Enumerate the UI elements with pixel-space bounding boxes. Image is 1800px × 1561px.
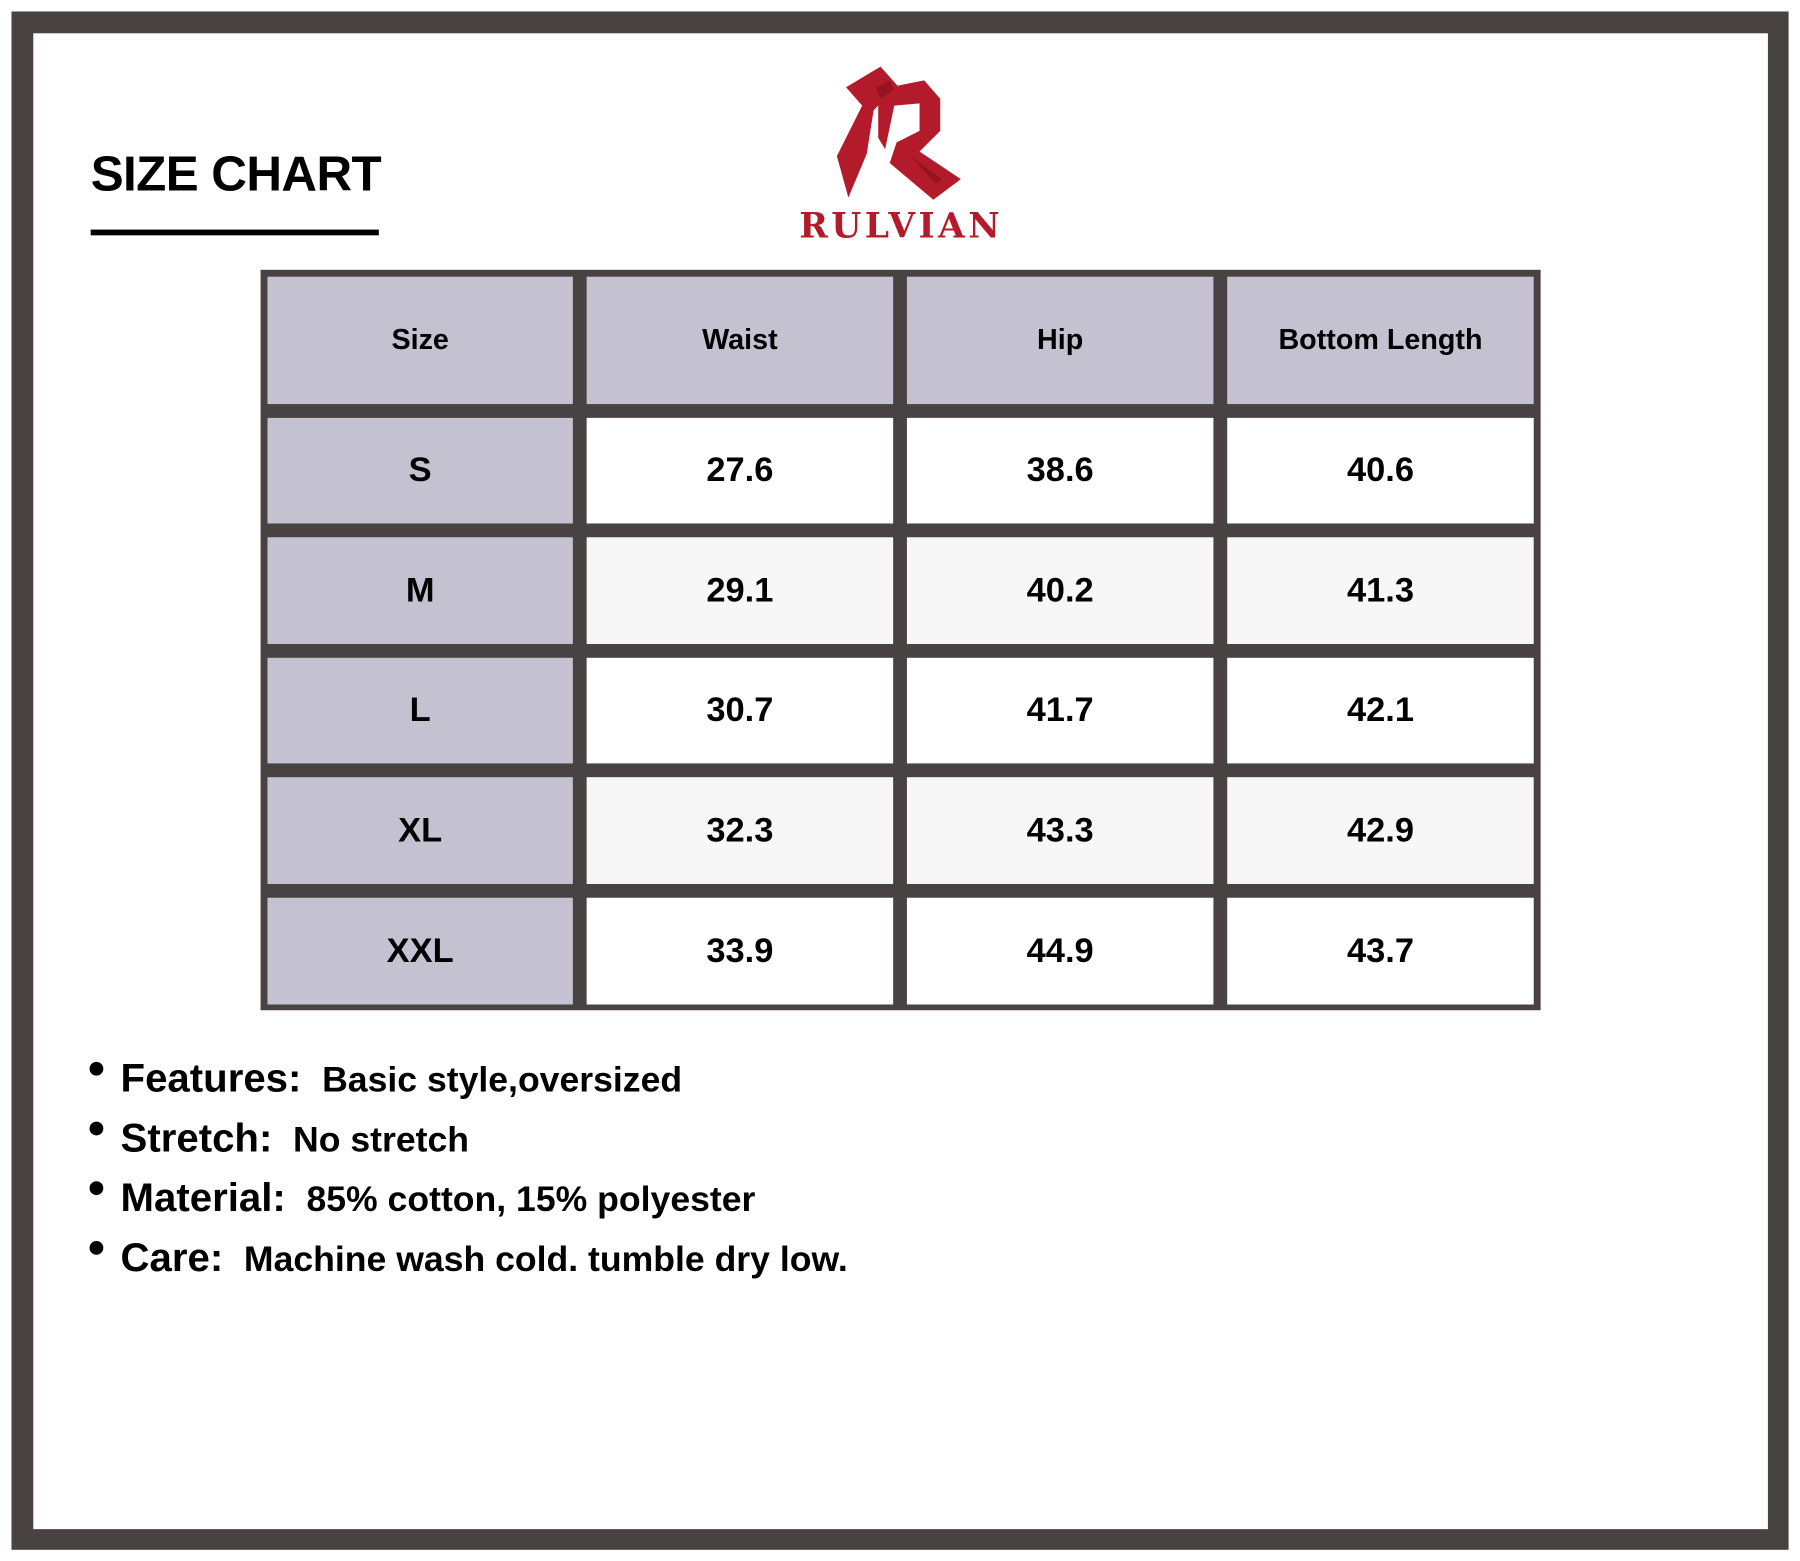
cell-waist: 32.3 <box>586 777 894 884</box>
cell-size: XXL <box>267 897 573 1005</box>
cell-size: S <box>267 417 573 524</box>
cell-bottom-length: 42.9 <box>1227 777 1534 884</box>
cell-bottom-length: 43.7 <box>1227 897 1534 1005</box>
cell-hip: 43.3 <box>906 777 1214 884</box>
cell-waist: 29.1 <box>586 537 894 645</box>
note-item: Stretch: No stretch <box>89 1115 848 1176</box>
brand-name: RULVIAN <box>799 206 1004 247</box>
note-value: 85% cotton, 15% polyester <box>306 1178 756 1220</box>
cell-waist: 30.7 <box>586 657 894 764</box>
cell-hip: 44.9 <box>906 897 1214 1005</box>
r-logo-icon <box>836 66 961 200</box>
cell-size: M <box>267 537 573 645</box>
header-bottom-length: Bottom Length <box>1227 276 1534 405</box>
bullet-icon <box>89 1061 104 1076</box>
note-label: Care: <box>120 1235 224 1281</box>
note-label: Material: <box>120 1175 286 1221</box>
size-table: Size Waist Hip Bottom Length S 27.6 38.6 40… <box>260 269 1541 1011</box>
cell-hip: 40.2 <box>906 537 1214 645</box>
cell-size: L <box>267 657 573 764</box>
note-item: Material: 85% cotton, 15% polyester <box>89 1175 848 1236</box>
page-title: SIZE CHART <box>90 146 382 203</box>
header-hip: Hip <box>906 276 1214 405</box>
brand-logo: RULVIAN <box>784 64 1018 248</box>
header-size: Size <box>267 276 573 405</box>
product-notes: Features: Basic style,oversized Stretch: No… <box>89 1056 848 1295</box>
note-item: Care: Machine wash cold. tumble dry low. <box>89 1235 848 1295</box>
header-waist: Waist <box>586 276 894 405</box>
bullet-icon <box>89 1240 104 1255</box>
note-label: Features: <box>120 1056 302 1101</box>
note-label: Stretch: <box>120 1115 273 1161</box>
cell-size: XL <box>267 777 573 884</box>
cell-bottom-length: 41.3 <box>1227 537 1534 645</box>
cell-hip: 41.7 <box>906 657 1214 764</box>
bullet-icon <box>89 1181 104 1196</box>
bullet-icon <box>89 1121 104 1136</box>
cell-waist: 33.9 <box>586 897 894 1005</box>
note-value: Basic style,oversized <box>322 1059 683 1100</box>
note-value: Machine wash cold. tumble dry low. <box>243 1238 848 1279</box>
cell-waist: 27.6 <box>586 417 894 524</box>
cell-bottom-length: 42.1 <box>1227 657 1534 764</box>
note-item: Features: Basic style,oversized <box>89 1056 848 1116</box>
cell-bottom-length: 40.6 <box>1227 417 1534 524</box>
cell-hip: 38.6 <box>906 417 1214 524</box>
title-underline <box>90 229 379 236</box>
note-value: No stretch <box>293 1119 470 1160</box>
